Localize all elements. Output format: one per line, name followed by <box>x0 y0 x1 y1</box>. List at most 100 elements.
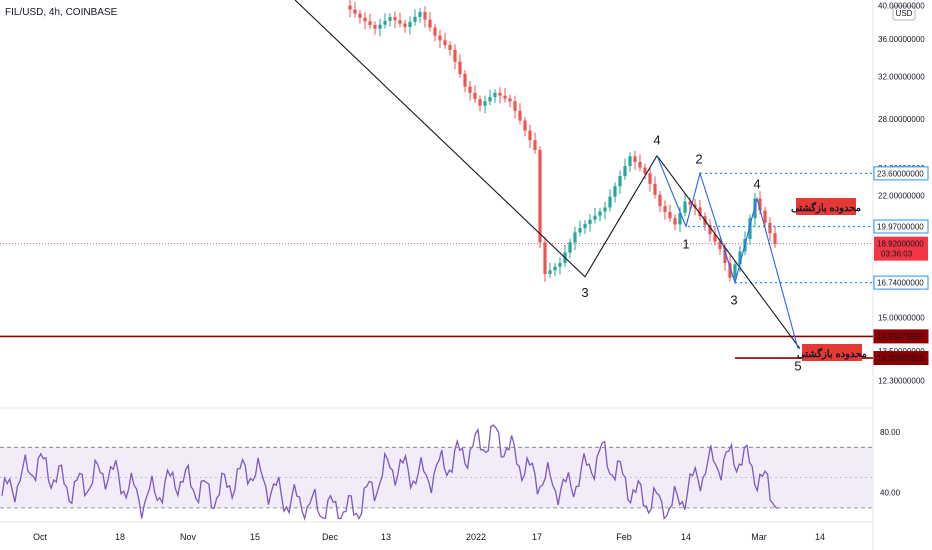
candle-body <box>628 156 632 167</box>
candle-body <box>413 16 417 22</box>
elliott-wave-black[interactable]: 34 <box>294 0 801 349</box>
annotations[interactable]: محدوده بازگشتی محدوده بازگشتی <box>791 198 867 361</box>
candle-body <box>608 196 612 208</box>
candle-body <box>443 40 447 46</box>
candle-body <box>493 92 497 98</box>
candle-body <box>438 35 442 41</box>
candle-body <box>428 19 432 28</box>
level-tag-label: 19.97000000 <box>877 222 924 231</box>
level-tag-box <box>873 329 929 344</box>
candle-body <box>538 150 542 243</box>
wave-black-line <box>294 0 801 349</box>
candle-body <box>698 207 702 217</box>
candle-body <box>478 99 482 106</box>
candle-body <box>598 211 602 216</box>
price-axis-label: 40.00000000 <box>878 2 925 11</box>
candle-body <box>668 212 672 219</box>
candle-body <box>763 210 767 223</box>
annotation-box <box>802 344 862 361</box>
candle-body <box>638 161 642 168</box>
time-tick-label: Nov <box>180 532 197 542</box>
price-axis-label: 32.00000000 <box>878 73 925 82</box>
candle-body <box>458 61 462 74</box>
candle-body <box>353 9 357 14</box>
candle-body <box>393 16 397 21</box>
candle-body <box>403 23 407 27</box>
candle-body <box>693 204 697 208</box>
candle-body <box>543 242 547 274</box>
candle-body <box>433 27 437 36</box>
price-axis-label: 15.00000000 <box>878 314 925 323</box>
wave-blue-label: 1 <box>682 236 689 251</box>
candle-body <box>553 266 557 271</box>
time-tick-label: Feb <box>616 532 632 542</box>
current-price-countdown: 03:36:03 <box>881 250 913 259</box>
time-axis: Oct 18 Nov 15 Dec 13 2022 17 Feb 14 Mar 14 <box>33 532 825 542</box>
candle-body <box>588 219 592 224</box>
price-axis-label: 36.00000000 <box>878 35 925 44</box>
currency-badge[interactable] <box>892 5 916 21</box>
candle-body <box>728 263 732 278</box>
rsi-line <box>1 424 779 521</box>
candle-body <box>738 251 742 265</box>
annotation-label: محدوده بازگشتی <box>791 201 861 214</box>
candle-body <box>618 176 622 187</box>
candle-body <box>523 120 527 131</box>
time-tick-label: 15 <box>250 532 260 542</box>
candle-body <box>633 156 637 162</box>
rsi-axis-label: 80.00 <box>880 428 901 437</box>
time-tick-label: 2022 <box>466 532 486 542</box>
chart-title: FIL/USD, 4h, COINBASE <box>5 7 118 18</box>
level-price-tags: 23.60000000 19.97000000 16.74000000 14.1347… <box>873 166 929 366</box>
candle-body <box>373 24 377 29</box>
candle-body <box>713 234 717 242</box>
candle-body <box>568 242 572 253</box>
candle-body <box>498 92 502 96</box>
candle-body <box>518 110 522 121</box>
elliott-wave-blue[interactable]: 1 2 3 4 5 <box>656 151 802 374</box>
candle-body <box>718 241 722 250</box>
candle-body <box>508 98 512 102</box>
candle-body <box>473 92 477 100</box>
rsi-axis-label: 40.00 <box>880 489 901 498</box>
price-axis-label: 12.30000000 <box>878 377 925 386</box>
candle-body <box>378 24 382 29</box>
candle-body <box>558 263 562 267</box>
level-tag-label: 23.60000000 <box>877 169 924 178</box>
candle-body <box>683 201 687 213</box>
time-tick-label: Dec <box>322 532 339 542</box>
wave-black-label: 4 <box>653 133 660 148</box>
time-tick-label: Oct <box>33 532 48 542</box>
candle-body <box>663 205 667 213</box>
candle-body <box>468 86 472 93</box>
candle-body <box>503 95 507 99</box>
candle-body <box>643 167 647 174</box>
candle-body <box>748 218 752 239</box>
annotation-label: محدوده بازگشتی <box>797 347 867 360</box>
candle-body <box>463 73 467 87</box>
time-tick-label: Mar <box>751 532 767 542</box>
candle-body <box>368 21 372 25</box>
candle-body <box>548 270 552 274</box>
candle-body <box>418 12 422 17</box>
candle-body <box>768 222 772 234</box>
candle-body <box>623 166 627 177</box>
candle-body <box>733 264 737 278</box>
rsi-pane[interactable]: 80.00 40.00 <box>0 424 901 521</box>
candle-body <box>363 17 367 22</box>
level-tag-label: 13.20553319 <box>877 354 924 363</box>
wave-black-label: 3 <box>581 285 588 300</box>
time-tick-label: 14 <box>815 532 825 542</box>
candle-body <box>583 223 587 229</box>
candle-body <box>408 21 412 27</box>
candle-body <box>448 45 452 50</box>
level-tag-box <box>873 275 929 290</box>
level-tag-label: 16.74000000 <box>877 279 924 288</box>
wave-blue-label: 5 <box>794 359 801 374</box>
candle-body <box>648 173 652 184</box>
current-price-label: 18.92000000 <box>877 240 924 249</box>
candle-body <box>573 232 577 243</box>
time-tick-label: 17 <box>532 532 542 542</box>
wave-blue-label: 2 <box>695 151 702 166</box>
